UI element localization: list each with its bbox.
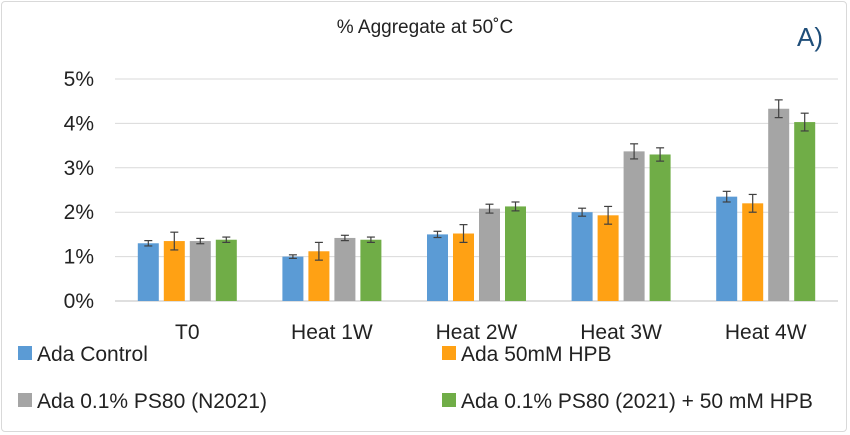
legend-label: Ada Control — [37, 343, 148, 366]
error-bar — [433, 230, 442, 239]
error-bar — [288, 254, 297, 259]
error-bar — [366, 236, 375, 243]
chart-title: % Aggregate at 50˚C — [337, 17, 513, 38]
x-tick-label: Heat 4W — [725, 321, 807, 344]
bar — [597, 215, 619, 301]
error-bar — [485, 203, 494, 214]
error-bar — [774, 99, 783, 119]
error-bar — [222, 236, 231, 243]
error-bar — [722, 190, 731, 203]
bar — [163, 241, 185, 301]
error-bar — [656, 147, 665, 162]
error-bar — [314, 241, 323, 261]
legend-swatch — [442, 346, 456, 360]
bar — [571, 212, 593, 301]
legend-label: Ada 0.1% PS80 (2021) + 50 mM HPB — [461, 390, 813, 413]
legend-swatch — [18, 346, 32, 360]
bar — [215, 239, 237, 301]
y-tick-label: 1% — [64, 246, 94, 269]
y-axis-ticks: 0% 1% 2% 3% 4% 5% — [64, 68, 94, 313]
bar — [360, 239, 382, 301]
bar — [189, 241, 211, 301]
x-tick-label: Heat 1W — [291, 321, 373, 344]
x-tick-label: Heat 3W — [580, 321, 662, 344]
error-bar — [800, 112, 809, 132]
y-tick-label: 0% — [64, 290, 94, 313]
legend-item: Ada 0.1% PS80 (2021) + 50 mM HPB — [442, 390, 813, 413]
legend-swatch — [18, 393, 32, 407]
error-bar — [144, 240, 153, 247]
bar — [453, 233, 474, 301]
bar — [334, 237, 356, 301]
error-bar — [604, 205, 613, 225]
error-bar — [459, 224, 468, 243]
error-bar — [578, 207, 587, 217]
bar — [742, 203, 764, 301]
error-bar — [748, 193, 757, 213]
bar — [649, 154, 671, 301]
x-tick-label: T0 — [175, 321, 200, 344]
y-tick-label: 4% — [64, 112, 94, 135]
x-axis-ticks: T0 Heat 1W Heat 2W Heat 3W Heat 4W — [175, 321, 807, 344]
bar — [308, 251, 330, 301]
bar — [479, 208, 500, 301]
y-tick-label: 5% — [64, 68, 94, 91]
x-tick-label: Heat 2W — [436, 321, 518, 344]
bar — [716, 196, 738, 301]
error-bar — [630, 143, 639, 160]
error-bar — [511, 201, 520, 212]
error-bar — [196, 237, 205, 245]
bars — [137, 108, 816, 302]
bar — [505, 206, 526, 301]
error-bar — [340, 234, 349, 242]
bar — [794, 122, 816, 302]
y-tick-label: 3% — [64, 157, 94, 180]
legend-label: Ada 0.1% PS80 (N2021) — [37, 390, 267, 413]
panel-label: A) — [797, 22, 823, 52]
bar — [137, 243, 159, 301]
bar — [282, 256, 304, 301]
bar — [623, 151, 645, 301]
bar — [768, 108, 790, 301]
error-bar — [170, 231, 179, 251]
y-tick-label: 2% — [64, 201, 94, 224]
error-bars — [144, 99, 809, 261]
legend-label: Ada 50mM HPB — [461, 343, 612, 366]
legend-item: Ada 0.1% PS80 (N2021) — [18, 390, 267, 413]
legend: Ada Control Ada 50mM HPB Ada 0.1% PS80 (N2… — [18, 343, 813, 413]
legend-swatch — [442, 393, 456, 407]
legend-item: Ada Control — [18, 343, 148, 366]
legend-item: Ada 50mM HPB — [442, 343, 612, 366]
bar — [427, 234, 448, 301]
